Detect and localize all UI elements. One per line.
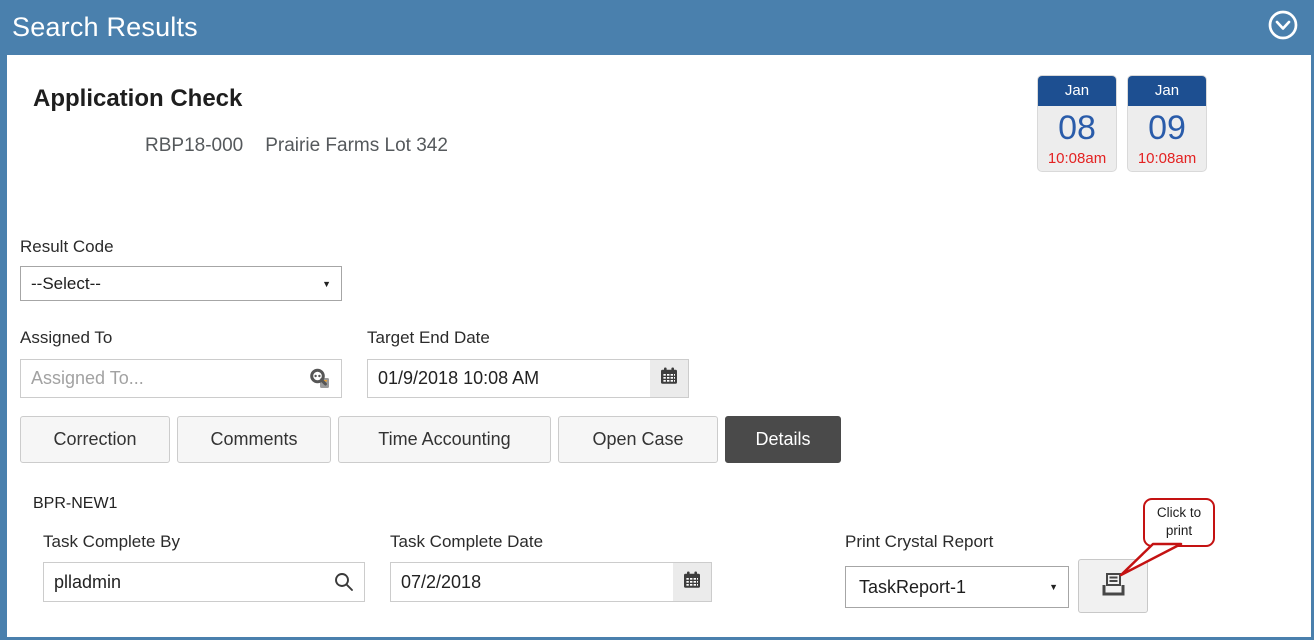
printer-icon (1098, 571, 1128, 602)
result-code-label: Result Code (20, 237, 114, 256)
task-complete-date-label: Task Complete Date (390, 532, 544, 551)
record-name: Prairie Farms Lot 342 (265, 135, 448, 156)
action-tabs: Correction Comments Time Accounting Open… (20, 416, 841, 463)
calendar-icon (659, 366, 679, 391)
page-title: Search Results (12, 12, 198, 42)
application-title: Application Check (33, 85, 243, 112)
tab-open-case[interactable]: Open Case (558, 416, 718, 463)
target-end-date-input[interactable] (368, 360, 650, 397)
print-report-select[interactable]: TaskReport-1 ▼ (845, 566, 1069, 608)
print-crystal-report-label: Print Crystal Report (845, 532, 994, 551)
date-card-time: 10:08am (1137, 150, 1197, 167)
task-complete-date-input[interactable] (391, 563, 673, 601)
application-check-panel: Application Check RBP18-000 Prairie Farm… (7, 55, 1311, 637)
user-lookup-icon[interactable] (299, 360, 341, 397)
dropdown-arrow-icon: ▼ (1049, 582, 1058, 592)
header-bar: Search Results (0, 0, 1314, 55)
calendar-icon (682, 570, 702, 595)
tab-details[interactable]: Details (725, 416, 841, 463)
date-card-day: 08 (1058, 109, 1096, 147)
assigned-to-input[interactable] (21, 360, 299, 397)
task-complete-by-field (43, 562, 365, 602)
date-card-month: Jan (1128, 76, 1206, 106)
date-card-month: Jan (1038, 76, 1116, 106)
assigned-to-label: Assigned To (20, 328, 113, 347)
task-complete-by-input[interactable] (44, 563, 324, 601)
calendar-picker-button[interactable] (650, 360, 688, 397)
date-card-end[interactable]: Jan 09 10:08am (1127, 75, 1207, 172)
dropdown-arrow-icon: ▼ (322, 278, 331, 289)
date-card-start[interactable]: Jan 08 10:08am (1037, 75, 1117, 172)
assigned-to-field (20, 359, 342, 398)
calendar-picker-button[interactable] (673, 563, 711, 601)
chevron-down-circle-icon (1266, 8, 1300, 47)
result-code-select[interactable]: --Select-- ▼ (20, 266, 342, 301)
record-subtitle: RBP18-000 Prairie Farms Lot 342 (145, 135, 448, 157)
date-card-time: 10:08am (1047, 150, 1107, 167)
task-complete-date-field (390, 562, 712, 602)
task-section-title: BPR-NEW1 (33, 495, 118, 512)
target-end-date-label: Target End Date (367, 328, 490, 347)
tab-time-accounting[interactable]: Time Accounting (338, 416, 551, 463)
print-report-selected-value: TaskReport-1 (859, 576, 967, 597)
target-end-date-field (367, 359, 689, 398)
record-id: RBP18-000 (145, 135, 244, 156)
tab-comments[interactable]: Comments (177, 416, 331, 463)
search-icon[interactable] (324, 563, 364, 601)
tab-correction[interactable]: Correction (20, 416, 170, 463)
task-complete-by-label: Task Complete By (43, 532, 180, 551)
result-code-selected-value: --Select-- (31, 273, 101, 293)
click-to-print-callout: Click to print (1143, 498, 1215, 548)
date-card-day: 09 (1148, 109, 1186, 147)
collapse-panel-button[interactable] (1266, 8, 1300, 47)
print-button[interactable] (1078, 559, 1148, 613)
